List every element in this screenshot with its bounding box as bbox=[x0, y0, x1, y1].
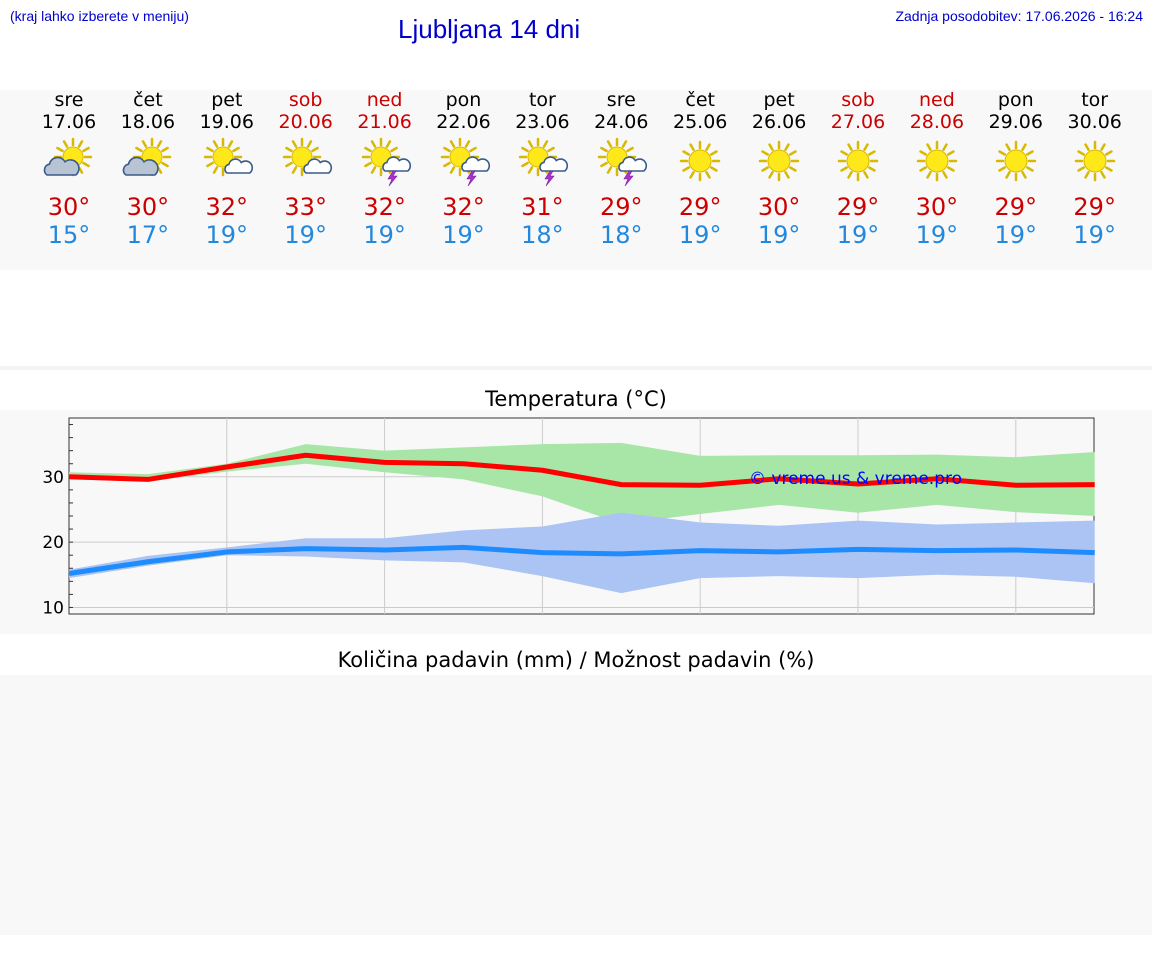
day-column: tor 30.06 29° 19° bbox=[1055, 89, 1135, 249]
sun-thunderstorm-icon bbox=[361, 137, 411, 187]
min-temperature: 19° bbox=[994, 221, 1038, 249]
y-tick-label: 30 bbox=[42, 468, 64, 488]
day-date: 18.06 bbox=[120, 111, 176, 133]
day-column: sob 20.06 33° 19° bbox=[266, 89, 346, 249]
page-title: Ljubljana 14 dni bbox=[398, 14, 581, 44]
location-hint: (kraj lahko izberete v meniju) bbox=[10, 8, 189, 24]
max-temperature-line bbox=[68, 452, 1095, 488]
day-date: 29.06 bbox=[988, 111, 1043, 133]
min-temperature: 18° bbox=[600, 221, 643, 249]
max-temperature: 29° bbox=[836, 193, 880, 221]
max-temperature-range bbox=[69, 442, 1095, 524]
sun-icon bbox=[837, 140, 879, 182]
day-column: pon 29.06 29° 19° bbox=[976, 89, 1056, 249]
max-temperature: 30° bbox=[915, 193, 959, 221]
day-column: sob 27.06 29° 19° bbox=[818, 89, 898, 249]
day-date: 26.06 bbox=[751, 111, 807, 133]
day-column: ned 21.06 32° 19° bbox=[345, 89, 425, 249]
day-date: 25.06 bbox=[672, 111, 728, 133]
max-temperature: 29° bbox=[678, 193, 722, 221]
sun-cloud-icon bbox=[43, 137, 93, 177]
day-name: sre bbox=[54, 89, 84, 111]
day-name: pon bbox=[997, 89, 1034, 111]
day-date: 28.06 bbox=[909, 111, 965, 133]
max-temperature: 32° bbox=[442, 193, 485, 221]
day-name: čet bbox=[685, 89, 715, 111]
forecast-panel bbox=[0, 90, 1152, 270]
day-column: pet 19.06 32° 19° bbox=[187, 89, 267, 249]
min-temperature: 19° bbox=[363, 221, 406, 249]
min-temperature-line bbox=[68, 544, 1095, 576]
day-column: čet 18.06 30° 17° bbox=[108, 89, 188, 249]
max-temperature: 31° bbox=[521, 193, 564, 221]
max-temperature: 33° bbox=[284, 193, 327, 221]
day-name: sob bbox=[841, 89, 875, 111]
day-column: pet 26.06 30° 19° bbox=[739, 89, 819, 249]
sun-small-cloud-icon bbox=[203, 137, 253, 177]
max-temperature: 29° bbox=[600, 193, 643, 221]
day-date: 21.06 bbox=[357, 111, 412, 133]
max-temperature: 32° bbox=[363, 193, 406, 221]
temperature-chart-title: Temperatura (°C) bbox=[485, 387, 667, 411]
max-temperature: 29° bbox=[994, 193, 1038, 221]
max-temperature: 30° bbox=[757, 193, 801, 221]
min-temperature: 19° bbox=[442, 221, 485, 249]
min-temperature: 19° bbox=[284, 221, 327, 249]
day-name: sre bbox=[606, 89, 636, 111]
min-temperature: 15° bbox=[47, 221, 91, 249]
min-temperature: 19° bbox=[205, 221, 249, 249]
sun-icon bbox=[1074, 140, 1115, 182]
day-column: sre 17.06 30° 15° bbox=[29, 89, 109, 249]
min-temperature: 19° bbox=[678, 221, 722, 249]
day-date: 30.06 bbox=[1067, 111, 1122, 133]
day-date: 23.06 bbox=[515, 111, 570, 133]
day-date: 19.06 bbox=[199, 111, 254, 133]
day-date: 27.06 bbox=[830, 111, 886, 133]
sun-thunderstorm-icon bbox=[519, 137, 569, 187]
separator bbox=[0, 366, 1152, 370]
day-name: pet bbox=[763, 89, 795, 111]
day-name: ned bbox=[918, 89, 955, 111]
day-name: čet bbox=[133, 89, 163, 111]
min-temperature: 19° bbox=[836, 221, 880, 249]
sun-icon bbox=[916, 140, 958, 182]
day-name: pet bbox=[211, 89, 243, 111]
last-updated: Zadnja posodobitev: 17.06.2026 - 16:24 bbox=[895, 8, 1143, 24]
day-column: čet 25.06 29° 19° bbox=[660, 89, 740, 249]
y-tick-label: 10 bbox=[42, 598, 64, 618]
sun-cloud-icon bbox=[122, 137, 172, 177]
precipitation-chart-title: Količina padavin (mm) / Možnost padavin … bbox=[337, 648, 815, 672]
sun-icon bbox=[758, 140, 800, 182]
max-temperature: 30° bbox=[126, 193, 170, 221]
day-name: sob bbox=[288, 89, 323, 111]
day-column: tor 23.06 31° 18° bbox=[502, 89, 582, 249]
precipitation-panel bbox=[0, 675, 1152, 935]
min-temperature: 19° bbox=[757, 221, 801, 249]
min-temperature: 17° bbox=[126, 221, 170, 249]
day-name: tor bbox=[528, 89, 556, 111]
sun-icon bbox=[995, 140, 1037, 182]
day-name: pon bbox=[445, 89, 482, 111]
day-date: 22.06 bbox=[436, 111, 491, 133]
day-column: pon 22.06 32° 19° bbox=[424, 89, 504, 249]
min-temperature: 19° bbox=[915, 221, 959, 249]
day-date: 17.06 bbox=[41, 111, 97, 133]
max-temperature: 30° bbox=[47, 193, 91, 221]
sun-thunderstorm-icon bbox=[440, 137, 490, 187]
max-temperature: 29° bbox=[1073, 193, 1116, 221]
sun-small-cloud-icon bbox=[282, 137, 332, 177]
day-name: tor bbox=[1081, 89, 1109, 111]
day-column: ned 28.06 30° 19° bbox=[897, 89, 977, 249]
sun-icon bbox=[679, 140, 721, 182]
day-column: sre 24.06 29° 18° bbox=[581, 89, 661, 249]
y-tick-label: 20 bbox=[42, 533, 64, 553]
watermark: © vreme.us & vreme.pro bbox=[749, 469, 962, 489]
max-temperature: 32° bbox=[205, 193, 249, 221]
day-date: 20.06 bbox=[278, 111, 333, 133]
day-date: 24.06 bbox=[594, 111, 649, 133]
sun-thunderstorm-icon bbox=[598, 137, 648, 187]
min-temperature: 18° bbox=[521, 221, 564, 249]
day-name: ned bbox=[366, 89, 403, 111]
min-temperature: 19° bbox=[1073, 221, 1116, 249]
